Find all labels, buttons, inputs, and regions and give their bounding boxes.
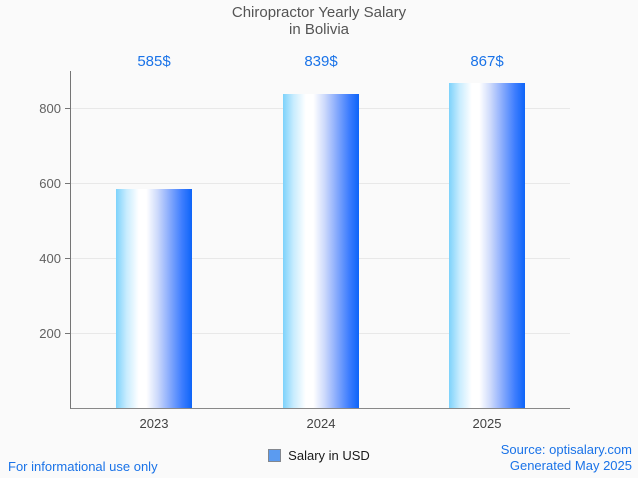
x-axis-label-2024: 2024 (306, 416, 336, 431)
value-label-2025: 867$ (470, 53, 504, 70)
x-axis-label-2025: 2025 (472, 416, 502, 431)
y-axis-label-800: 800 (39, 101, 61, 116)
y-axis-label-200: 200 (39, 326, 61, 341)
source-block: Source: optisalary.com Generated May 202… (501, 442, 632, 474)
y-axis-tick (65, 108, 71, 109)
legend-label: Salary in USD (288, 448, 370, 463)
y-axis-tick (65, 258, 71, 259)
chart-title-line2: in Bolivia (288, 21, 350, 38)
y-axis-label-400: 400 (39, 251, 61, 266)
bar-2024[interactable] (283, 94, 359, 408)
source-link[interactable]: Source: optisalary.com (500, 442, 632, 457)
bar-2025[interactable] (449, 83, 525, 408)
value-label-2024: 839$ (304, 53, 338, 70)
plot-area: 200 400 600 800 585$ 2023 839$ 2024 867$ 2025 (39, 53, 570, 431)
legend-marker-icon (268, 449, 282, 462)
x-axis-label-2023: 2023 (139, 416, 169, 431)
chart-title: Chiropractor Yearly Salary in Bolivia (0, 4, 638, 38)
value-label-2023: 585$ (137, 53, 171, 70)
legend[interactable]: Salary in USD (0, 448, 638, 463)
y-axis-tick (65, 333, 71, 334)
bar-2023[interactable] (116, 189, 192, 408)
y-axis-tick (65, 183, 71, 184)
y-axis-label-600: 600 (39, 176, 61, 191)
chart-title-line1: Chiropractor Yearly Salary (231, 4, 407, 21)
generated-date: Generated May 2025 (509, 458, 632, 473)
disclaimer-text: For informational use only (8, 459, 158, 474)
